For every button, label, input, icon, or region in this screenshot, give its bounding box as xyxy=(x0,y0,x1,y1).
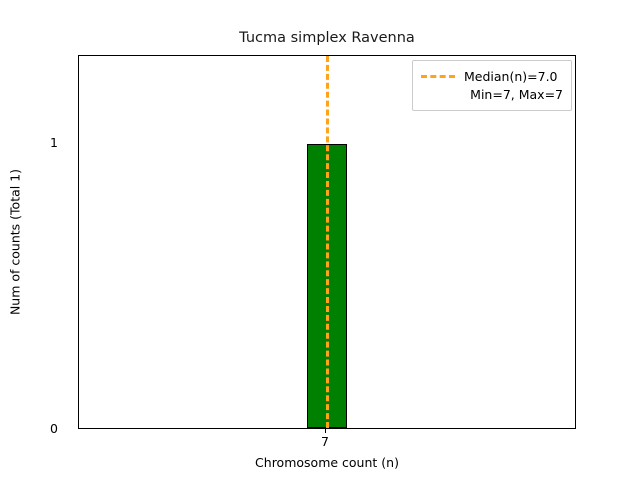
legend-entry-minmax: Min=7, Max=7 xyxy=(421,85,563,103)
legend-label-minmax: Min=7, Max=7 xyxy=(470,86,563,102)
x-axis-label: Chromosome count (n) xyxy=(255,455,399,470)
y-axis-label-wrapper: Num of counts (Total 1) xyxy=(0,55,30,429)
median-line xyxy=(326,56,329,428)
y-tick-label-0: 0 xyxy=(50,421,58,436)
legend-entry-median: Median(n)=7.0 xyxy=(421,67,563,85)
x-tick-label-7: 7 xyxy=(321,434,329,449)
plot-area xyxy=(78,55,576,429)
plot-inner xyxy=(79,56,575,428)
dashed-line-icon xyxy=(421,74,455,78)
y-axis-label: Num of counts (Total 1) xyxy=(7,168,23,316)
legend: Median(n)=7.0 Min=7, Max=7 xyxy=(412,60,572,111)
y-tick-label-1: 1 xyxy=(50,135,58,150)
x-tick-mark-7 xyxy=(325,429,326,433)
legend-label-median: Median(n)=7.0 xyxy=(464,68,558,84)
page-title: Tucma simplex Ravenna xyxy=(239,30,415,46)
